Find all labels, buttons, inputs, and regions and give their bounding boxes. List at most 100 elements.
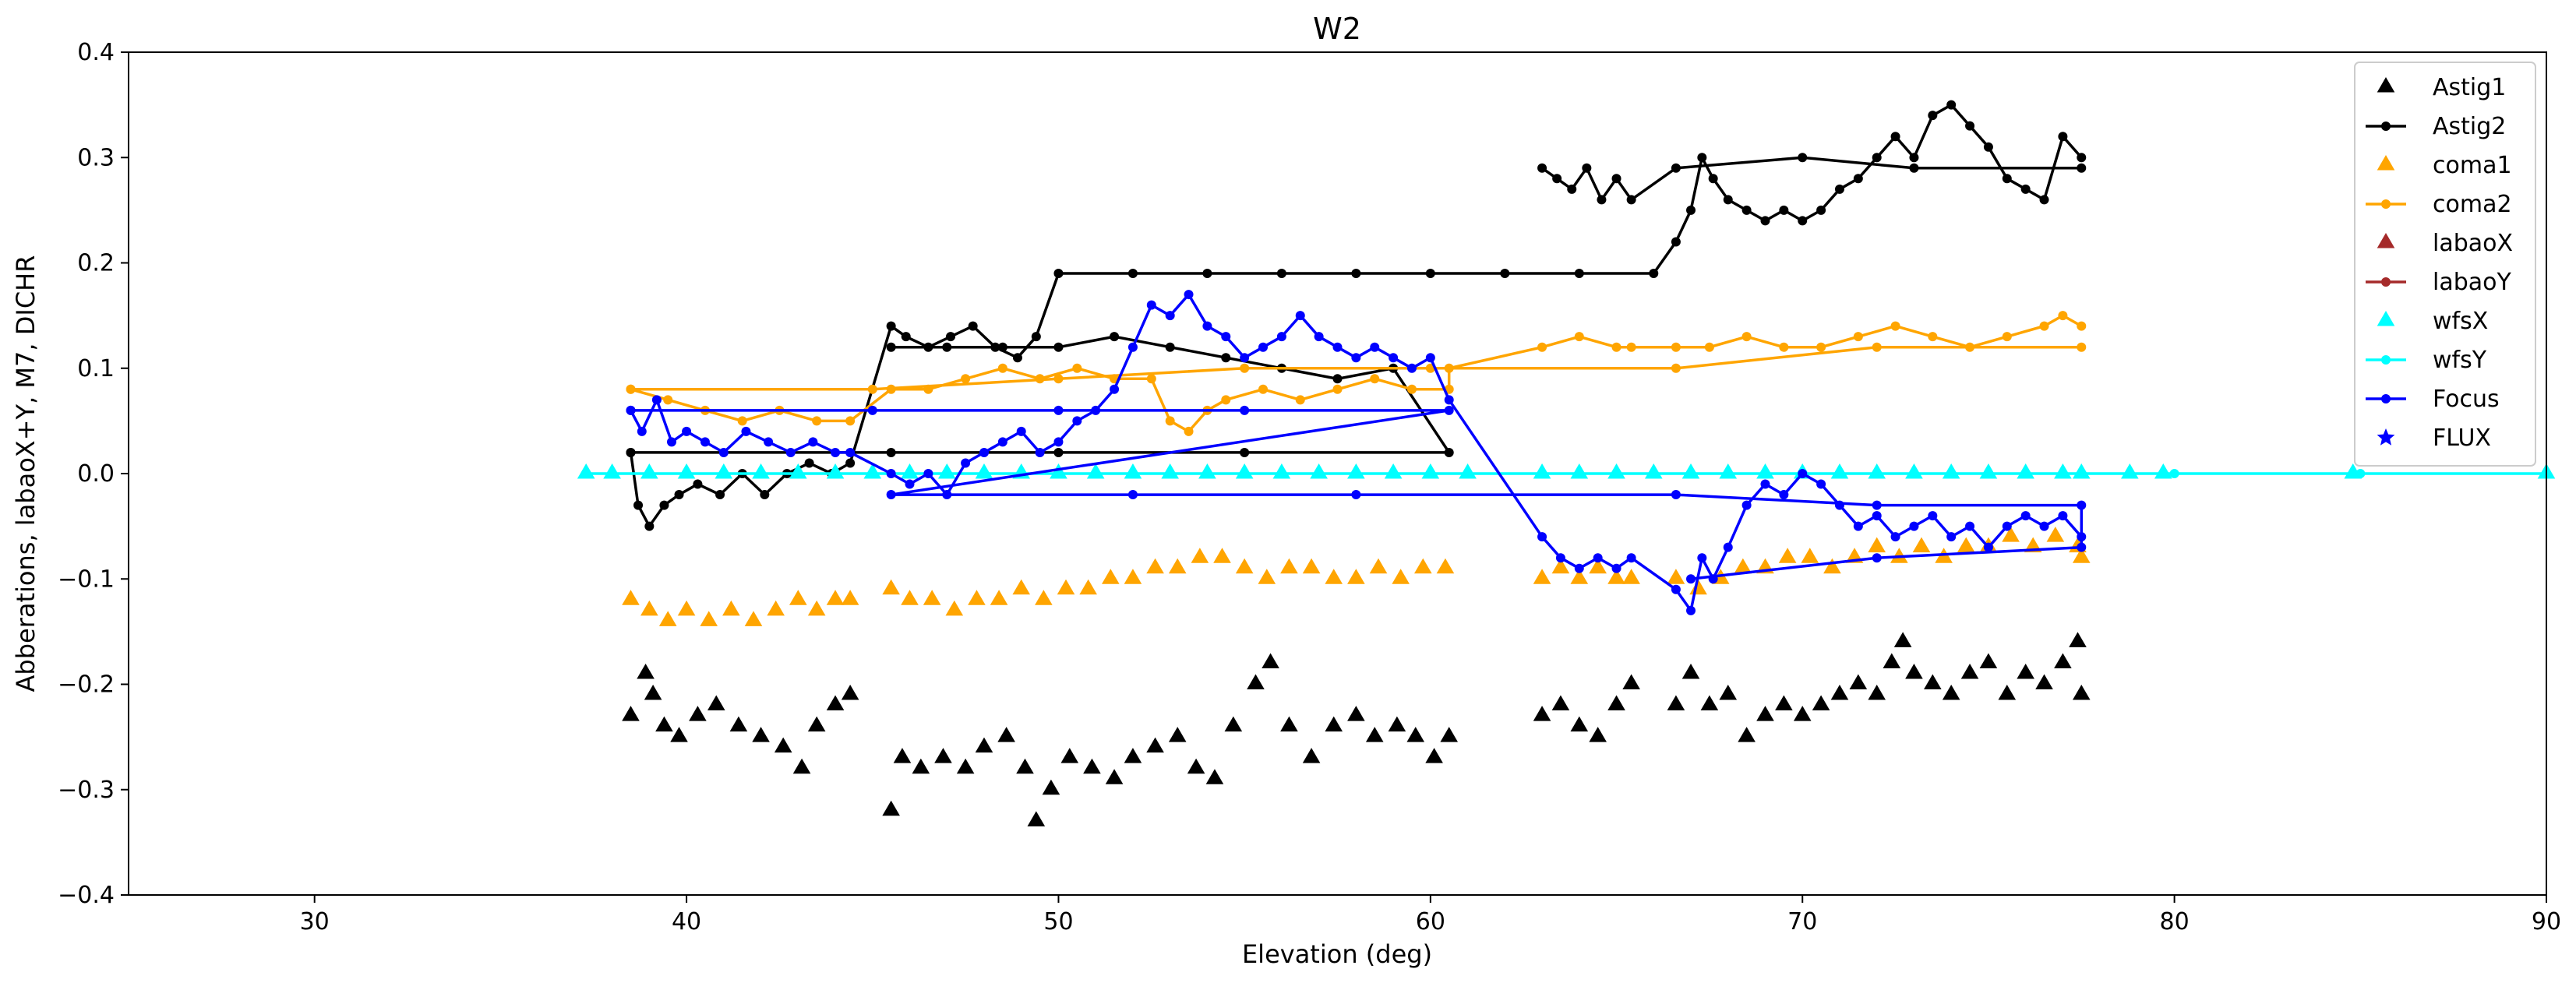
data-point	[1667, 695, 1685, 711]
data-point	[845, 447, 856, 457]
data-point	[956, 758, 975, 774]
x-tick-label: 30	[300, 908, 330, 935]
data-point	[1221, 353, 1231, 363]
data-point	[637, 663, 655, 679]
data-point	[622, 590, 640, 605]
series-coma2	[626, 311, 2087, 436]
data-point	[979, 447, 989, 457]
data-point	[626, 405, 636, 415]
data-point	[1574, 332, 1584, 342]
data-point	[1406, 384, 1417, 394]
data-point	[937, 463, 956, 479]
data-point	[1351, 490, 1361, 500]
data-point	[882, 800, 900, 816]
data-point	[1258, 342, 1269, 352]
data-point	[1816, 342, 1826, 352]
data-point	[923, 469, 933, 478]
data-point	[1979, 653, 1998, 668]
data-point	[2355, 469, 2366, 478]
data-point	[2069, 632, 2087, 647]
data-point	[626, 384, 636, 394]
data-point	[1072, 416, 1082, 426]
data-point	[1146, 374, 1156, 384]
data-point	[1868, 463, 1886, 479]
data-point	[1816, 479, 1826, 489]
data-point	[1406, 363, 1417, 373]
data-point	[1425, 269, 1435, 279]
data-point	[905, 479, 915, 489]
data-point	[997, 727, 1015, 742]
data-point	[1295, 311, 1305, 321]
data-point	[1325, 569, 1343, 584]
data-point	[1779, 205, 1789, 215]
data-point	[1127, 490, 1138, 500]
data-point	[2072, 685, 2091, 700]
data-point	[1168, 727, 1187, 742]
data-point	[1570, 463, 1589, 479]
data-point	[2039, 321, 2049, 331]
data-point	[1872, 342, 1882, 352]
data-point	[1965, 521, 1975, 531]
series-astig2-c	[626, 332, 1454, 457]
data-point	[997, 342, 1007, 352]
x-tick-label: 50	[1043, 908, 1073, 935]
data-point	[1928, 511, 1938, 521]
data-point	[1124, 569, 1142, 584]
data-point	[1168, 558, 1187, 574]
data-point	[718, 447, 729, 457]
data-point	[1537, 532, 1547, 542]
data-point	[2017, 663, 2034, 679]
data-point	[1697, 553, 1707, 563]
data-point	[792, 758, 811, 774]
legend-label: Focus	[2433, 386, 2500, 413]
data-point	[1779, 490, 1789, 500]
data-point	[741, 426, 751, 436]
data-point	[1332, 374, 1343, 384]
data-point	[1240, 405, 1250, 415]
data-point	[1444, 405, 1454, 415]
data-point	[1552, 174, 1562, 184]
data-point	[886, 447, 896, 457]
data-point	[1853, 174, 1863, 184]
data-point	[1890, 321, 1900, 331]
legend-box	[2354, 62, 2536, 467]
data-point	[1012, 353, 1022, 363]
data-point	[1440, 727, 1459, 742]
data-point	[804, 458, 814, 468]
legend-item: wfsY	[2366, 347, 2487, 374]
legend-label: wfsY	[2433, 347, 2487, 374]
data-point	[1872, 511, 1882, 521]
series-line	[1541, 156, 2082, 203]
data-point	[1681, 663, 1700, 679]
data-point	[1593, 553, 1603, 563]
data-point	[2020, 184, 2031, 194]
x-tick-label: 90	[2532, 908, 2561, 935]
data-point	[1347, 706, 1365, 721]
data-point	[2169, 469, 2179, 478]
data-point	[841, 590, 859, 605]
data-point	[1872, 553, 1882, 563]
data-point	[831, 447, 841, 457]
data-point	[626, 447, 636, 457]
series-astig1	[622, 632, 2091, 826]
legend: Astig1 Astig2 coma1 coma2 labaoX labaoY wfsX wf…	[2354, 62, 2536, 467]
data-point	[1872, 153, 1882, 163]
data-point	[1165, 311, 1175, 321]
data-point	[1983, 142, 1993, 152]
data-point	[2002, 527, 2020, 542]
data-point	[808, 437, 818, 447]
data-point	[1351, 269, 1361, 279]
data-point	[2017, 463, 2034, 479]
data-point	[737, 416, 747, 426]
data-point	[1332, 342, 1343, 352]
data-point	[1798, 469, 1808, 478]
legend-label: Astig1	[2433, 74, 2506, 101]
data-point	[1406, 727, 1425, 742]
data-point	[637, 426, 647, 436]
data-point	[1756, 706, 1774, 721]
data-point	[867, 384, 877, 394]
data-point	[640, 600, 658, 616]
data-point	[2058, 132, 2068, 142]
data-point	[942, 342, 952, 352]
data-point	[867, 405, 877, 415]
